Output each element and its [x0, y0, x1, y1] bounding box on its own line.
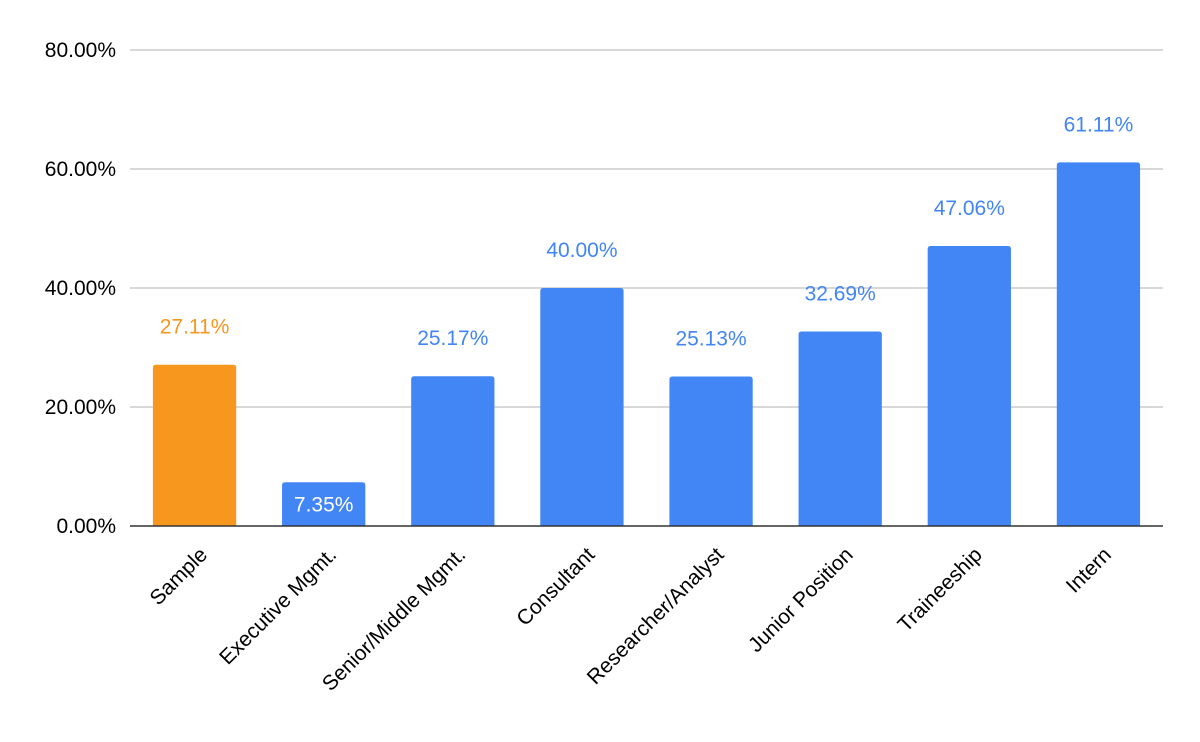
category-label: Sample — [145, 543, 212, 610]
data-labels: 27.11% 7.35% 25.17% 40.00% 25.13% 32.69% 47.06… — [160, 113, 1134, 516]
bar — [669, 376, 753, 526]
category-label: Senior/Middle Mgmt. — [318, 543, 470, 695]
category-label: Consultant — [512, 543, 599, 630]
category-label: Junior Position — [744, 543, 858, 657]
bar — [411, 376, 495, 526]
bar — [1056, 162, 1141, 526]
y-tick-label: 60.00% — [45, 158, 116, 181]
y-tick-label: 20.00% — [45, 396, 116, 419]
y-tick-label: 80.00% — [45, 39, 116, 62]
data-label: 27.11% — [160, 316, 230, 339]
data-label: 40.00% — [546, 239, 617, 262]
data-label: 61.11% — [1064, 113, 1134, 136]
bar — [152, 364, 237, 526]
data-label: 47.06% — [934, 197, 1005, 220]
data-label: 7.35% — [294, 493, 354, 516]
data-label: 25.13% — [675, 327, 746, 350]
bar — [282, 482, 366, 526]
bar — [540, 288, 624, 526]
category-label: Intern — [1062, 543, 1116, 597]
category-label: Traineeship — [894, 543, 987, 636]
category-label: Researcher/Analyst — [583, 543, 729, 689]
bar — [798, 331, 882, 526]
y-tick-label: 40.00% — [45, 277, 116, 300]
bars — [152, 162, 1141, 527]
category-label: Executive Mgmt. — [215, 543, 341, 669]
data-label: 32.69% — [805, 282, 876, 305]
bar — [927, 245, 1011, 527]
y-axis-ticks: 0.00% 20.00% 40.00% 60.00% 80.00% — [45, 39, 116, 538]
y-tick-label: 0.00% — [56, 515, 116, 538]
category-labels: Sample Executive Mgmt.Senior/Middle Mgmt.… — [145, 543, 1115, 696]
data-label: 25.17% — [417, 327, 488, 350]
